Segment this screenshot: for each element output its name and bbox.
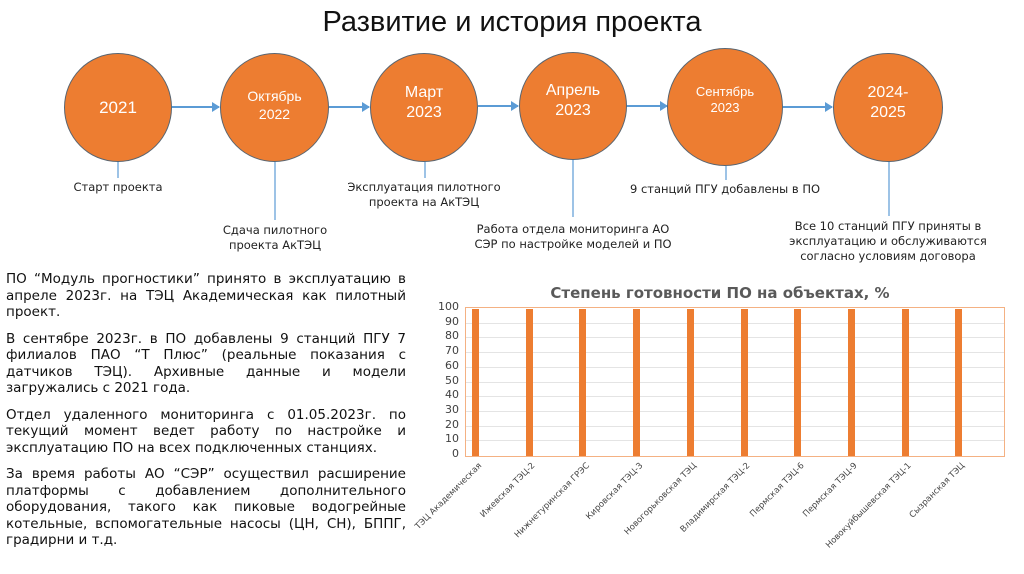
y-tick-label: 70 (445, 344, 459, 358)
bar (901, 309, 909, 456)
bar (579, 309, 587, 456)
y-tick-label: 50 (445, 373, 459, 387)
x-tick-label: Пермская ТЭЦ-6 (747, 461, 807, 520)
node-caption: Работа отдела мониторинга АО СЭР по наст… (474, 222, 672, 251)
y-tick-label: 20 (445, 417, 459, 431)
timeline-arrow (478, 101, 519, 111)
bar (740, 309, 748, 456)
bar (525, 309, 533, 456)
paragraph: ПО “Модуль прогностики” принято в эксплу… (6, 271, 406, 320)
slide-title: Развитие и история проекта (322, 6, 702, 38)
x-tick-label: ТЭЦ Академическая (413, 461, 485, 532)
timeline-stem (572, 160, 574, 217)
gridline (466, 396, 1004, 398)
node-caption: Эксплуатация пилотного проекта на АкТЭЦ (347, 180, 501, 209)
bar (847, 309, 855, 456)
paragraph: За время работы АО “СЭР” осуществил расш… (6, 466, 406, 548)
timeline-stem (117, 162, 119, 178)
y-tick-label: 0 (452, 447, 459, 460)
node-label: Сентябрь 2023 (695, 83, 755, 115)
timeline-node-2024-2025: 2024- 2025 (833, 53, 943, 162)
node-label: Апрель 2023 (545, 82, 601, 119)
y-tick-label: 30 (445, 402, 459, 416)
timeline-arrow (172, 102, 220, 112)
timeline-node-oct-2022: Октябрь 2022 (220, 53, 329, 162)
gridline (466, 352, 1004, 354)
x-tick-label: Кировская ТЭЦ-3 (584, 461, 646, 522)
node-caption: Все 10 станций ПГУ приняты в эксплуатаци… (789, 219, 987, 263)
bar (686, 309, 694, 456)
paragraph: Отдел удаленного мониторинга с 01.05.202… (6, 406, 406, 456)
timeline-stem (888, 162, 890, 216)
gridline (466, 440, 1004, 442)
bar (472, 309, 479, 456)
gridline (466, 366, 1004, 368)
timeline-stem (274, 162, 276, 220)
readiness-chart: Степень готовности ПО на объектах, % 0 10… (413, 278, 1020, 568)
timeline-node-mar-2023: Март 2023 (370, 53, 478, 162)
timeline-arrow (329, 102, 370, 112)
timeline: 2021 Октябрь 2022 Март 2023 Апрель 2023 … (0, 0, 1024, 270)
gridline (466, 337, 1004, 339)
description-text: ПО “Модуль прогностики” принято в эксплу… (6, 271, 406, 559)
node-caption: 9 станций ПГУ добавлены в ПО (629, 182, 821, 196)
x-tick-label: Ижевская ТЭЦ-2 (478, 461, 538, 520)
y-tick-label: 60 (445, 358, 459, 372)
timeline-node-sep-2023: Сентябрь 2023 (667, 48, 783, 166)
bar (955, 309, 963, 456)
timeline-node-2021: 2021 (64, 53, 172, 162)
node-label: Март 2023 (404, 83, 444, 121)
gridline (466, 381, 1004, 383)
y-tick-label: 10 (445, 432, 459, 446)
x-tick-label: Пермская ТЭЦ-9 (801, 461, 860, 520)
timeline-arrow (783, 102, 833, 112)
paragraph: В сентябре 2023г. в ПО добавлены 9 станц… (6, 330, 406, 397)
y-tick-label: 80 (445, 329, 459, 343)
timeline-node-apr-2023: Апрель 2023 (519, 52, 627, 160)
timeline-arrow (627, 101, 668, 111)
gridline (466, 322, 1004, 324)
node-label: Октябрь 2022 (247, 88, 302, 122)
node-caption: Старт проекта (73, 180, 163, 194)
y-tick-label: 100 (438, 300, 459, 313)
plot-area (465, 307, 1005, 457)
gridline (466, 425, 1004, 427)
y-tick-label: 90 (445, 314, 459, 328)
chart-title: Степень готовности ПО на объектах, % (550, 284, 890, 302)
gridline (466, 410, 1004, 412)
bar (794, 309, 802, 456)
timeline-stem (725, 166, 727, 180)
node-caption: Сдача пилотного проекта АкТЭЦ (222, 223, 328, 252)
timeline-stem (424, 162, 426, 178)
node-label: 2024- 2025 (867, 83, 909, 121)
bar (633, 309, 641, 456)
y-tick-label: 40 (445, 388, 459, 402)
x-tick-label: Сызранская ТЭЦ (908, 461, 968, 521)
node-label: 2021 (99, 97, 137, 117)
